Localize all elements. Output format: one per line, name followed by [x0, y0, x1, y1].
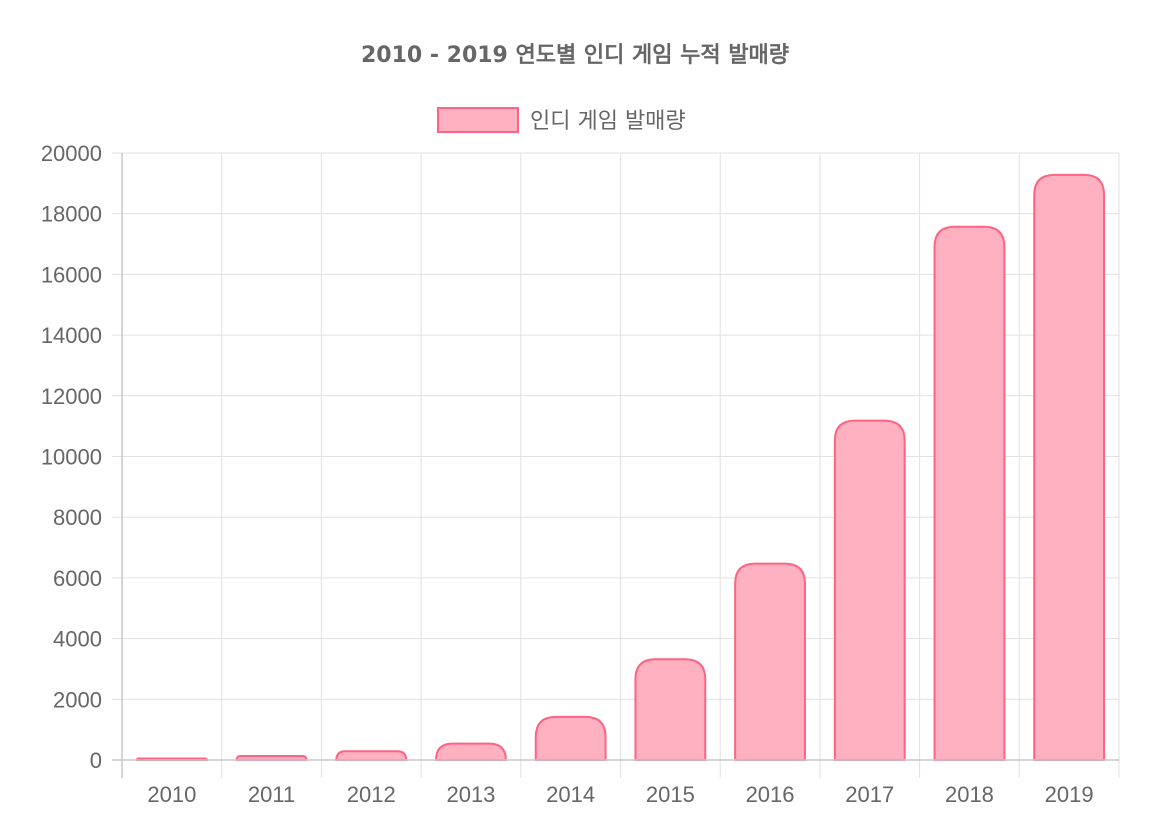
y-tick-label: 14000 — [41, 323, 102, 348]
x-tick-label: 2015 — [646, 782, 695, 807]
legend[interactable]: 인디 게임 발매량 — [438, 108, 686, 134]
y-tick-label: 18000 — [41, 202, 102, 227]
x-tick-label: 2012 — [347, 782, 396, 807]
bar-2013[interactable] — [436, 744, 506, 760]
x-tick-label: 2018 — [945, 782, 994, 807]
bar-2016[interactable] — [735, 564, 805, 760]
bar-2018[interactable] — [935, 227, 1005, 760]
y-tick-label: 12000 — [41, 384, 102, 409]
x-tick-label: 2014 — [546, 782, 595, 807]
y-tick-label: 16000 — [41, 262, 102, 287]
y-tick-label: 2000 — [53, 687, 102, 712]
x-tick-label: 2016 — [746, 782, 795, 807]
y-tick-label: 8000 — [53, 505, 102, 530]
x-tick-label: 2013 — [446, 782, 495, 807]
bar-2015[interactable] — [635, 659, 705, 760]
chart-title: 2010 - 2019 연도별 인디 게임 누적 발매량 — [361, 43, 789, 68]
x-tick-label: 2010 — [147, 782, 196, 807]
x-tick-label: 2011 — [248, 782, 295, 807]
y-tick-label: 0 — [90, 748, 102, 773]
bar-2017[interactable] — [835, 421, 905, 760]
legend-swatch[interactable] — [438, 108, 518, 132]
bar-2014[interactable] — [536, 717, 606, 760]
legend-label[interactable]: 인디 게임 발매량 — [530, 109, 686, 134]
bar-2012[interactable] — [336, 751, 406, 760]
x-tick-label: 2017 — [845, 782, 894, 807]
y-axis-ticks: 0 2000 4000 6000 8000 10000 12000 14000 16000 180… — [41, 141, 102, 773]
x-axis-ticks: 2010 2011 2012 2013 2014 2015 2016 2017 2018 2019 — [147, 782, 1093, 807]
y-tick-label: 20000 — [41, 141, 102, 166]
y-tick-label: 4000 — [53, 627, 102, 652]
y-tick-label: 6000 — [53, 566, 102, 591]
bar-2019[interactable] — [1034, 175, 1104, 760]
y-tick-label: 10000 — [41, 445, 102, 470]
x-tick-label: 2019 — [1045, 782, 1094, 807]
